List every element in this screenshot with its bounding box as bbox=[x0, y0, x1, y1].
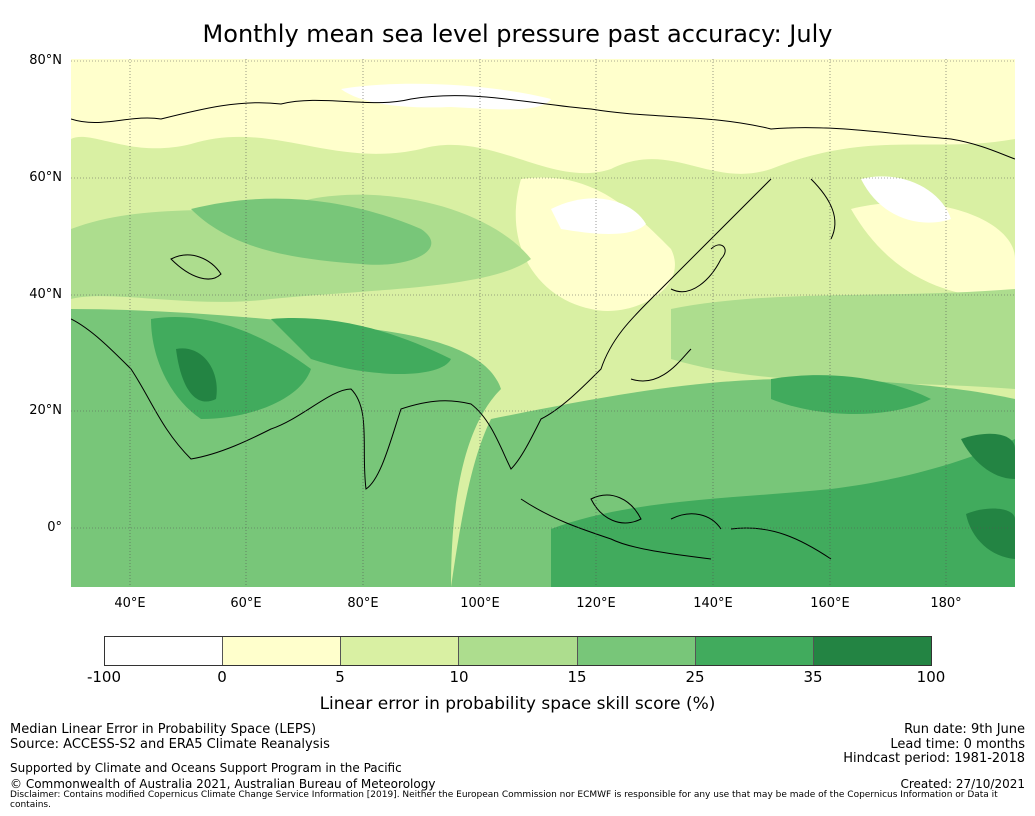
lat-label-60n: 60°N bbox=[29, 170, 62, 185]
colorbar-segment bbox=[105, 637, 224, 665]
region-darkgreen-himalaya bbox=[271, 318, 451, 374]
lat-label-0: 0° bbox=[47, 520, 62, 535]
coast-taiwan bbox=[630, 348, 692, 382]
region-white-siberia bbox=[341, 83, 551, 110]
lat-label-80n: 80°N bbox=[29, 53, 62, 68]
lon-label-40e: 40°E bbox=[114, 596, 146, 611]
coast-kamchatka bbox=[810, 178, 836, 240]
colorbar bbox=[104, 636, 932, 666]
info-source: Source: ACCESS-S2 and ERA5 Climate Reana… bbox=[10, 737, 330, 752]
lon-label-180: 180° bbox=[930, 596, 962, 611]
lat-label-40n: 40°N bbox=[29, 287, 62, 302]
coast-sulawesi bbox=[670, 513, 722, 530]
colorbar-segment bbox=[695, 637, 814, 665]
colorbar-segment bbox=[813, 637, 931, 665]
coast-caspian bbox=[170, 254, 222, 280]
region-white-kamchatka bbox=[861, 176, 951, 223]
lat-label-20n: 20°N bbox=[29, 403, 62, 418]
colorbar-tick-label: 15 bbox=[567, 668, 587, 686]
info-copyright: © Commonwealth of Australia 2021, Austra… bbox=[10, 777, 436, 791]
region-lightgreen-pacific bbox=[671, 289, 1015, 389]
info-hindcast: Hindcast period: 1981-2018 bbox=[843, 751, 1025, 766]
colorbar-tick-label: -100 bbox=[86, 668, 122, 686]
colorbar-tick-label: 5 bbox=[335, 668, 345, 686]
region-darkgreen-maritime bbox=[551, 439, 1015, 587]
gridlines bbox=[71, 59, 1015, 587]
info-lead-time: Lead time: 0 months bbox=[890, 737, 1025, 752]
coast-arctic bbox=[71, 95, 1015, 160]
coast-indonesia bbox=[520, 498, 712, 560]
colorbar-tick-label: 0 bbox=[217, 668, 227, 686]
chart-title: Monthly mean sea level pressure past acc… bbox=[202, 20, 833, 48]
colorbar-segment bbox=[341, 637, 460, 665]
info-leps: Median Linear Error in Probability Space… bbox=[10, 722, 317, 737]
info-created: Created: 27/10/2021 bbox=[900, 777, 1025, 791]
region-yellow-north bbox=[71, 59, 1015, 174]
colorbar-segment bbox=[223, 637, 342, 665]
coast-japan bbox=[670, 244, 726, 293]
lon-label-80e: 80°E bbox=[347, 596, 379, 611]
colorbar-label: Linear error in probability space skill … bbox=[319, 694, 716, 714]
lon-label-140e: 140°E bbox=[693, 596, 733, 611]
region-darkest-pacific-south bbox=[966, 508, 1015, 559]
region-white-mongolia bbox=[551, 198, 646, 234]
coastlines bbox=[71, 95, 1015, 560]
region-green-kazakh bbox=[191, 198, 432, 265]
info-run-date: Run date: 9th June bbox=[904, 722, 1025, 737]
colorbar-tick-label: 35 bbox=[803, 668, 823, 686]
colorbar-tick-label: 10 bbox=[449, 668, 469, 686]
skill-map-svg bbox=[71, 59, 1015, 587]
region-green-india-arabia bbox=[71, 309, 501, 587]
colorbar-tick-label: 25 bbox=[685, 668, 705, 686]
lon-label-160e: 160°E bbox=[810, 596, 850, 611]
lon-label-60e: 60°E bbox=[230, 596, 262, 611]
coast-asia-south-east bbox=[71, 178, 772, 490]
region-darkest-pacific-north bbox=[961, 433, 1015, 479]
lon-label-100e: 100°E bbox=[460, 596, 500, 611]
coast-borneo bbox=[590, 494, 642, 524]
colorbar-segment bbox=[577, 637, 696, 665]
region-darkgreen-pacific-band bbox=[771, 375, 931, 414]
lon-label-120e: 120°E bbox=[576, 596, 616, 611]
skill-map bbox=[71, 59, 1015, 587]
region-darkest-arabia bbox=[176, 348, 217, 402]
info-support: Supported by Climate and Oceans Support … bbox=[10, 761, 402, 775]
region-yellow-pacific-north bbox=[851, 202, 1015, 299]
colorbar-tick-label: 100 bbox=[916, 668, 946, 686]
disclaimer: Disclaimer: Contains modified Copernicus… bbox=[10, 790, 998, 810]
colorbar-segment bbox=[459, 637, 578, 665]
